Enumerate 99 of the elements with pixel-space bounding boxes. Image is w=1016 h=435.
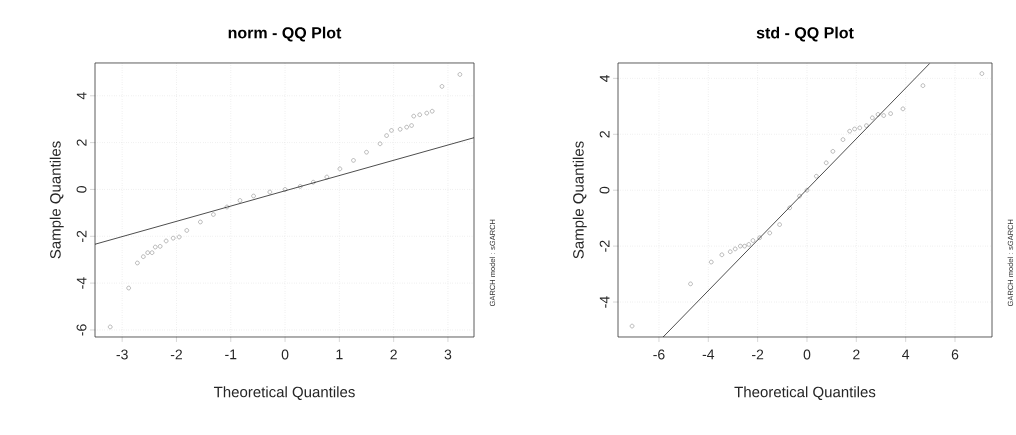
point	[311, 179, 316, 185]
point	[198, 219, 203, 225]
point	[787, 205, 792, 211]
point	[176, 234, 182, 240]
point	[688, 281, 693, 287]
point	[777, 222, 782, 227]
point	[457, 72, 463, 77]
point	[852, 126, 857, 132]
point	[267, 189, 273, 195]
point	[424, 110, 429, 116]
y-tick-label: 4	[76, 92, 87, 100]
point	[404, 124, 409, 130]
point	[126, 285, 131, 291]
x-tick-label: 4	[902, 349, 910, 360]
y-tick-label: -2	[599, 240, 610, 252]
y-tick-label: -6	[76, 324, 87, 336]
point	[732, 246, 738, 252]
point	[881, 113, 886, 118]
y-tick-label: -2	[76, 230, 87, 242]
y-axis-title: Sample Quantiles	[49, 141, 64, 259]
x-tick-label: 0	[803, 349, 811, 360]
y-tick-label: -4	[599, 296, 610, 308]
point	[417, 112, 422, 117]
point	[742, 243, 747, 249]
point	[719, 252, 725, 257]
x-tick-label: 2	[390, 349, 397, 360]
point	[298, 184, 303, 189]
point	[389, 128, 394, 133]
point	[364, 150, 369, 155]
point	[439, 84, 445, 89]
point	[397, 127, 403, 132]
x-tick-label: 3	[444, 349, 452, 360]
point	[411, 113, 416, 119]
point	[830, 149, 836, 154]
point	[409, 123, 414, 128]
point	[171, 235, 176, 241]
chart-title: norm - QQ Plot	[228, 26, 342, 42]
point	[145, 250, 150, 255]
x-tick-label: 2	[853, 349, 860, 360]
y-axis-title: Sample Quantiles	[572, 141, 587, 259]
point	[757, 235, 762, 240]
point	[875, 112, 881, 117]
y-tick-label: 0	[76, 186, 87, 193]
point	[728, 249, 733, 254]
x-tick-label: 0	[281, 349, 289, 360]
y-tick-label: 0	[599, 186, 610, 194]
point	[750, 238, 756, 243]
point	[857, 125, 862, 131]
x-tick-label: -3	[116, 349, 128, 360]
point	[629, 323, 635, 329]
point	[337, 166, 343, 172]
point	[157, 244, 163, 249]
x-tick-label: -6	[653, 349, 665, 360]
point	[797, 193, 802, 199]
point	[108, 324, 113, 330]
point	[135, 260, 140, 266]
point	[224, 204, 230, 210]
x-tick-label: 6	[951, 349, 959, 360]
point	[211, 212, 216, 217]
point	[153, 244, 158, 250]
point	[324, 174, 330, 180]
point	[900, 106, 906, 112]
point	[804, 188, 810, 193]
y-tick-label: -4	[76, 277, 87, 289]
x-tick-label: -2	[752, 349, 764, 360]
point	[184, 228, 189, 233]
x-axis-title: Theoretical Quantiles	[213, 386, 355, 400]
y-tick-label: 2	[76, 139, 87, 146]
point	[141, 254, 146, 259]
point	[377, 141, 383, 146]
point	[888, 111, 893, 116]
point	[864, 123, 869, 128]
point	[384, 133, 389, 138]
point	[979, 71, 985, 76]
point	[840, 137, 846, 142]
point	[282, 187, 288, 192]
point	[149, 250, 155, 255]
point	[163, 238, 169, 244]
x-axis-title: Theoretical Quantiles	[734, 386, 876, 400]
x-tick-label: 1	[336, 349, 343, 360]
point	[870, 115, 875, 120]
point	[746, 242, 751, 247]
point	[237, 198, 243, 203]
point	[430, 109, 435, 114]
point	[709, 259, 714, 265]
point	[767, 230, 772, 236]
point	[920, 83, 926, 88]
point	[847, 129, 852, 134]
y-tick-label: 4	[599, 74, 610, 82]
x-tick-label: -2	[170, 349, 182, 360]
point	[351, 158, 356, 163]
point	[738, 243, 743, 249]
y-tick-label: 2	[599, 131, 610, 138]
point	[251, 193, 256, 199]
point	[824, 160, 829, 166]
x-tick-label: -1	[225, 349, 237, 360]
point	[814, 174, 819, 179]
x-tick-label: -4	[702, 349, 715, 360]
chart-title: std - QQ Plot	[756, 26, 854, 42]
